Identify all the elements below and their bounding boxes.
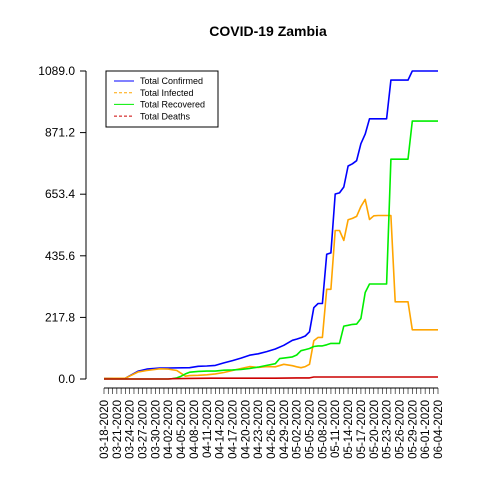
x-tick-label: 05-26-2020	[394, 400, 406, 459]
x-tick-label: 04-05-2020	[176, 400, 188, 459]
y-tick-label: 217.8	[45, 310, 75, 324]
y-axis: 0.0 217.8 435.6 653.4 871.2 1089.0	[38, 64, 87, 386]
x-tick-label: 03-18-2020	[99, 400, 111, 459]
legend-label: Total Deaths	[140, 111, 191, 121]
y-tick-label: 0.0	[58, 372, 75, 386]
x-tick-label: 04-26-2020	[266, 400, 278, 459]
legend: Total Confirmed Total Infected Total Recov…	[105, 70, 219, 128]
x-tick-label: 05-11-2020	[330, 400, 342, 458]
x-tick-label: 03-24-2020	[125, 400, 137, 459]
y-tick-label: 653.4	[45, 187, 75, 201]
legend-box	[105, 70, 219, 128]
series-line-total-infected	[103, 198, 438, 380]
x-tick-label: 04-02-2020	[163, 400, 175, 459]
x-tick-label: 03-30-2020	[150, 400, 162, 459]
x-tick-label: 05-17-2020	[356, 400, 368, 459]
x-tick-label: 04-14-2020	[215, 400, 227, 459]
y-tick-label: 871.2	[45, 126, 75, 140]
x-tick-label: 04-08-2020	[189, 400, 201, 459]
x-tick-label: 06-04-2020	[433, 400, 445, 459]
legend-label: Total Confirmed	[140, 76, 203, 86]
x-tick-label: 05-02-2020	[292, 400, 304, 459]
series-line-total-deaths	[104, 376, 438, 380]
x-axis: 03-18-2020 03-21-2020 03-24-2020 03-27-2020…	[99, 387, 445, 459]
x-tick-label: 05-05-2020	[305, 400, 317, 459]
x-tick-label: 04-29-2020	[279, 400, 291, 459]
x-tick-label: 04-23-2020	[253, 400, 265, 459]
x-tick-label: 03-21-2020	[112, 400, 124, 459]
chart-title: COVID-19 Zambia	[209, 23, 327, 39]
series-line-total-confirmed	[103, 70, 438, 380]
y-tick-label: 435.6	[45, 249, 75, 263]
x-tick-label: 04-17-2020	[227, 400, 239, 459]
x-tick-label: 05-20-2020	[369, 400, 381, 459]
x-tick-label: 05-08-2020	[317, 400, 329, 459]
x-tick-label: 05-29-2020	[407, 400, 419, 459]
x-tick-label: 04-11-2020	[202, 400, 214, 458]
y-tick-label: 1089.0	[38, 64, 75, 78]
x-tick-label: 05-23-2020	[382, 400, 394, 459]
x-tick-label: 05-14-2020	[343, 400, 355, 459]
x-tick-label: 03-27-2020	[138, 400, 150, 459]
x-tick-label: 04-20-2020	[240, 400, 252, 459]
legend-label: Total Recovered	[140, 100, 205, 110]
series-group	[103, 70, 438, 380]
series-line-total-recovered	[104, 120, 438, 380]
x-tick-label: 06-01-2020	[420, 400, 432, 459]
legend-label: Total Infected	[140, 88, 194, 98]
